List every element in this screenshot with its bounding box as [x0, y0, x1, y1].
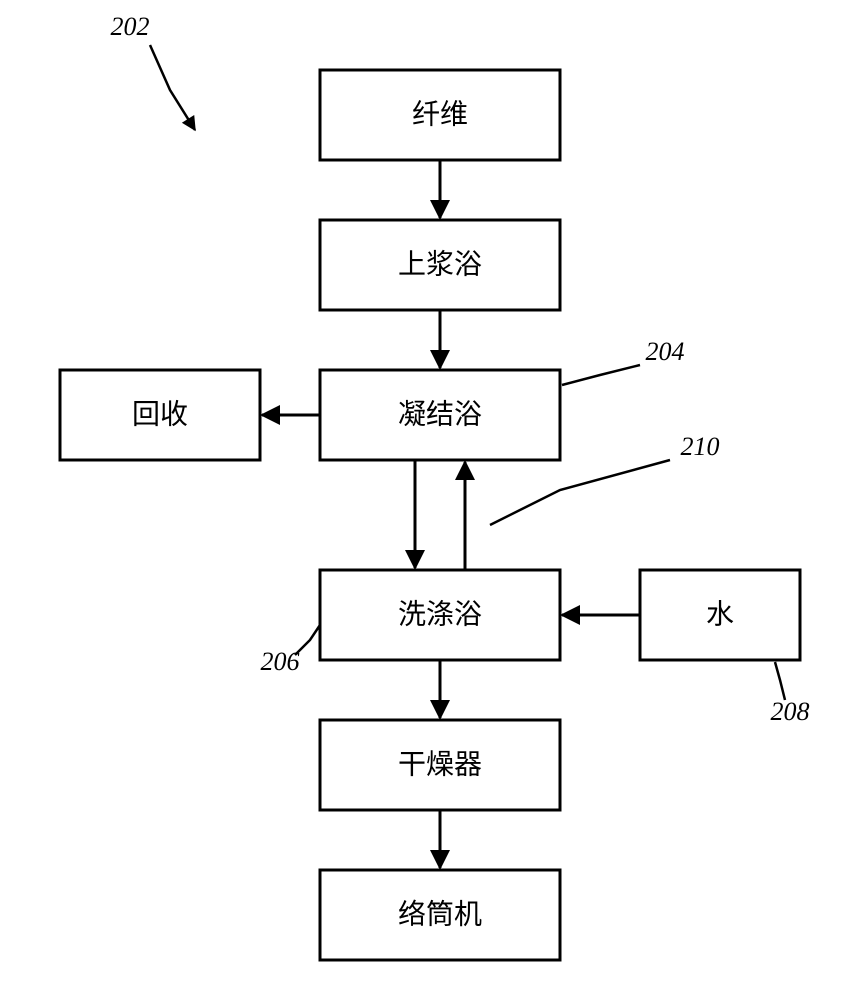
- node-label-recycle: 回收: [132, 398, 188, 430]
- node-sizing: 上浆浴: [320, 220, 560, 310]
- ref-204: 204: [646, 337, 685, 366]
- ref-202: 202: [111, 12, 150, 41]
- ref-leader-204: [562, 365, 640, 385]
- node-label-coag: 凝结浴: [398, 398, 482, 430]
- node-label-fiber: 纤维: [412, 98, 468, 130]
- node-wash: 洗涤浴: [320, 570, 560, 660]
- node-label-winder: 络筒机: [398, 898, 482, 930]
- node-label-sizing: 上浆浴: [398, 248, 482, 280]
- ref-leader-206: [295, 625, 320, 655]
- node-dryer: 干燥器: [320, 720, 560, 810]
- node-label-water: 水: [706, 598, 734, 630]
- node-winder: 络筒机: [320, 870, 560, 960]
- node-label-dryer: 干燥器: [398, 749, 482, 780]
- node-label-wash: 洗涤浴: [398, 598, 482, 630]
- node-water: 水: [640, 570, 800, 660]
- ref-leader-208: [775, 662, 785, 700]
- ref-210: 210: [681, 432, 720, 461]
- ref-leader-210: [490, 460, 670, 525]
- ref-206: 206: [261, 647, 300, 676]
- node-fiber: 纤维: [320, 70, 560, 160]
- ref-208: 208: [771, 697, 810, 726]
- node-recycle: 回收: [60, 370, 260, 460]
- ref-leader-202: [150, 45, 195, 130]
- node-coag: 凝结浴: [320, 370, 560, 460]
